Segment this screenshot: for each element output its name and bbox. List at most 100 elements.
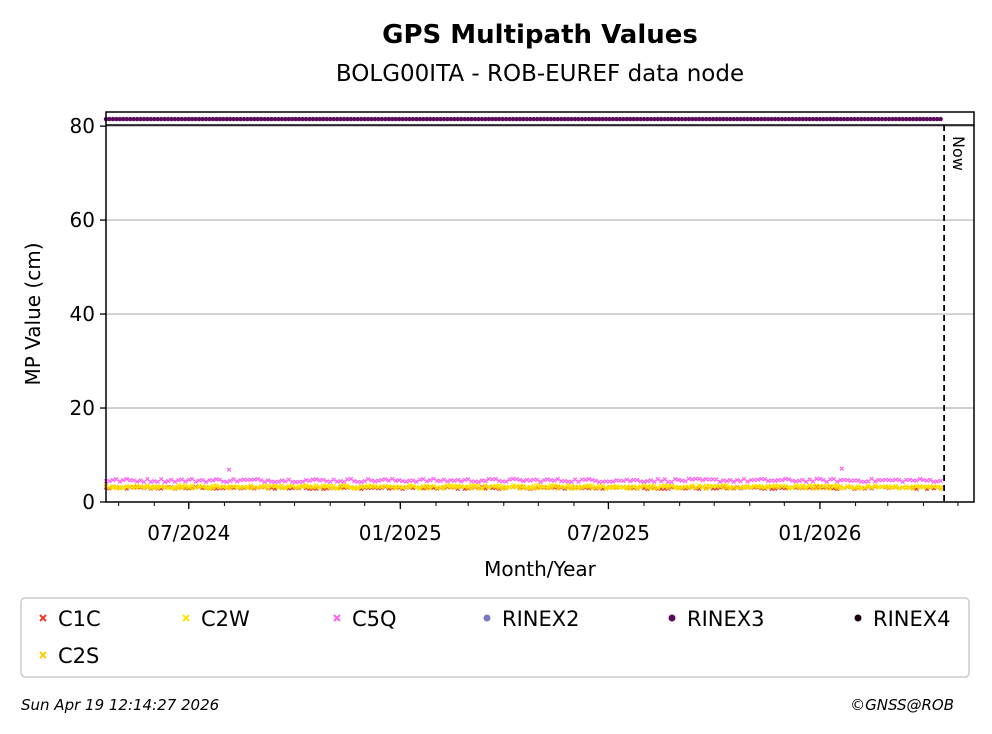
- data-point-c2w: [900, 485, 905, 490]
- data-point-c2w: [548, 483, 554, 488]
- data-point-c2w: [803, 484, 809, 489]
- data-point-c2s: [634, 486, 640, 491]
- data-point-c2s: [607, 485, 612, 491]
- data-point-c2w: [365, 483, 371, 488]
- data-point-c2w: [127, 484, 133, 489]
- data-point-rinex3: [452, 116, 457, 122]
- data-point-c2w: [579, 485, 585, 490]
- data-point-rinex3: [321, 116, 326, 122]
- data-point-c2w: [241, 484, 247, 490]
- data-point-c5q: [248, 477, 254, 483]
- data-point-c2w: [866, 483, 871, 488]
- data-point-rinex3: [145, 116, 150, 122]
- data-point-c2s: [776, 484, 781, 489]
- data-point-c2s: [355, 486, 361, 491]
- data-point-c2w: [314, 483, 319, 488]
- data-point-rinex3: [707, 116, 712, 122]
- data-point-c2s: [848, 485, 854, 491]
- data-point-rinex3: [583, 116, 588, 122]
- data-point-c2w: [590, 483, 595, 488]
- data-point-c2w: [834, 483, 840, 488]
- data-point-c5q: [417, 477, 423, 483]
- data-point-c2w: [252, 485, 257, 490]
- data-point-c2w: [741, 485, 747, 490]
- legend-item-rinex3: RINEX3: [668, 607, 765, 631]
- data-point-rinex3: [917, 116, 923, 122]
- data-point-c2s: [455, 483, 461, 489]
- data-point-c2w: [238, 485, 243, 491]
- data-point-c2w: [393, 484, 398, 489]
- data-point-c2w: [303, 483, 309, 488]
- data-point-c5q: [934, 479, 940, 484]
- data-point-rinex3: [552, 116, 557, 122]
- data-point-c5q: [355, 479, 361, 485]
- data-point-c2w: [317, 484, 323, 490]
- data-point-c5q: [296, 479, 302, 485]
- data-point-c2s: [352, 486, 357, 492]
- data-point-c1c: [862, 486, 868, 491]
- data-point-rinex3: [890, 116, 895, 122]
- data-point-c2s: [169, 486, 174, 491]
- data-point-c2w: [665, 483, 671, 488]
- data-point-rinex3: [272, 116, 278, 122]
- data-point-c1c: [496, 486, 502, 492]
- data-point-c2w: [703, 483, 709, 488]
- data-point-rinex3: [207, 116, 212, 122]
- data-point-c5q: [241, 477, 247, 482]
- data-point-c5q: [596, 479, 602, 485]
- data-point-rinex3: [845, 116, 850, 122]
- data-point-rinex3: [293, 116, 298, 122]
- x-tick-label: 07/2024: [147, 521, 230, 545]
- data-point-c2w: [221, 483, 226, 489]
- data-point-c5q: [265, 478, 271, 483]
- data-point-c2w: [448, 483, 454, 488]
- data-point-c5q: [776, 477, 781, 483]
- y-tick-label: 0: [82, 490, 95, 514]
- data-point-c5q: [828, 477, 833, 482]
- data-point-c2w: [231, 484, 236, 489]
- y-tick-label: 20: [70, 396, 95, 420]
- data-point-c2s: [534, 486, 540, 491]
- data-point-rinex3: [621, 116, 626, 122]
- data-point-rinex3: [334, 116, 340, 122]
- data-point-rinex3: [227, 116, 233, 122]
- data-point-rinex3: [438, 116, 443, 122]
- data-point-rinex3: [807, 116, 812, 122]
- data-point-c5q: [258, 478, 264, 483]
- data-point-c5q: [110, 477, 116, 483]
- data-point-rinex3: [762, 116, 767, 122]
- data-point-c2w: [290, 483, 295, 488]
- data-point-c2w: [331, 483, 336, 489]
- series-rinex3: [103, 116, 943, 122]
- data-point-c2s: [617, 485, 623, 490]
- data-point-rinex3: [214, 116, 219, 122]
- data-point-c2w: [679, 484, 685, 490]
- data-point-c2w: [624, 484, 630, 489]
- data-point-rinex3: [472, 116, 478, 122]
- data-point-c2s: [348, 485, 354, 491]
- x-tick-label: 07/2025: [567, 521, 650, 545]
- data-point-c5q: [455, 477, 461, 483]
- data-point-rinex3: [559, 116, 564, 122]
- data-point-c2w: [345, 483, 350, 488]
- legend-item-rinex2: RINEX2: [483, 607, 580, 631]
- data-point-c5q: [714, 477, 719, 482]
- data-point-rinex3: [148, 116, 154, 122]
- data-point-c2s: [141, 484, 147, 489]
- data-point-c2s: [855, 485, 861, 490]
- data-point-rinex3: [683, 116, 688, 122]
- legend-item-c2s: C2S: [39, 644, 99, 668]
- data-point-rinex3: [897, 116, 902, 122]
- data-point-c2w: [852, 485, 857, 491]
- data-point-rinex3: [524, 116, 529, 122]
- data-point-rinex3: [862, 116, 867, 122]
- legend-marker: [668, 614, 676, 622]
- data-point-rinex3: [390, 116, 395, 122]
- data-point-c5q: [541, 477, 547, 483]
- data-point-rinex3: [872, 116, 878, 122]
- data-point-rinex3: [286, 116, 291, 122]
- data-point-c2w: [748, 484, 754, 490]
- data-point-c2s: [155, 484, 160, 489]
- data-point-c5q: [603, 479, 609, 484]
- legend-marker: [182, 614, 190, 622]
